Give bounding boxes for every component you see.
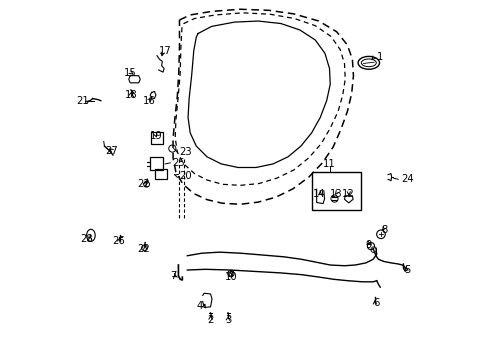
Bar: [311, 172, 360, 210]
Text: 8: 8: [381, 225, 387, 235]
Text: 21: 21: [77, 96, 89, 107]
Text: 23: 23: [179, 147, 192, 157]
Text: 10: 10: [224, 272, 237, 282]
Text: 3: 3: [225, 315, 231, 325]
Text: 25: 25: [172, 158, 185, 168]
Text: 22: 22: [137, 179, 150, 189]
Text: 22: 22: [137, 244, 150, 253]
Text: 11: 11: [323, 159, 335, 169]
Text: 26: 26: [112, 236, 125, 246]
Text: 1: 1: [376, 52, 382, 62]
Text: 28: 28: [80, 234, 93, 244]
Text: 7: 7: [170, 271, 177, 282]
Bar: [150, 157, 163, 170]
Text: 17: 17: [159, 46, 171, 56]
Text: 14: 14: [312, 189, 325, 199]
Text: 20: 20: [179, 171, 192, 181]
Text: 13: 13: [329, 189, 342, 199]
Text: 24: 24: [400, 174, 413, 184]
Text: 2: 2: [207, 315, 213, 325]
Text: 16: 16: [142, 96, 155, 106]
Text: 6: 6: [372, 298, 378, 308]
Bar: [155, 168, 166, 179]
Text: 27: 27: [105, 146, 118, 156]
Bar: [150, 132, 163, 144]
Text: 5: 5: [403, 265, 409, 275]
Text: 19: 19: [150, 131, 163, 141]
Text: 12: 12: [341, 189, 354, 199]
Text: 4: 4: [196, 301, 202, 311]
Text: 9: 9: [364, 240, 370, 250]
Text: 18: 18: [124, 90, 137, 100]
Text: 15: 15: [123, 68, 136, 78]
